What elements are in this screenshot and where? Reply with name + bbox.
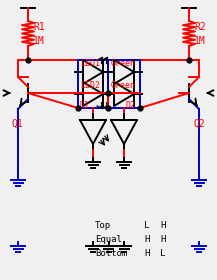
Text: Green: Green: [111, 81, 136, 90]
Text: Bottom: Bottom: [95, 249, 127, 258]
Text: H: H: [144, 235, 150, 244]
Text: H: H: [160, 221, 166, 230]
Text: R1: R1: [33, 22, 45, 32]
Text: Top: Top: [95, 221, 111, 230]
Text: R2: R2: [194, 22, 206, 32]
Text: LED2: LED2: [80, 81, 100, 90]
Text: Q2: Q2: [194, 119, 206, 129]
Text: LED1: LED1: [80, 59, 100, 68]
Text: L: L: [160, 249, 166, 258]
Text: Q1: Q1: [11, 119, 23, 129]
Text: 1M: 1M: [33, 36, 45, 46]
Text: L: L: [144, 221, 150, 230]
Text: H: H: [160, 235, 166, 244]
Text: Green: Green: [111, 59, 136, 68]
Text: H: H: [144, 249, 150, 258]
Text: Equal: Equal: [95, 235, 122, 244]
Text: D1: D1: [80, 101, 90, 110]
Text: D2: D2: [126, 101, 136, 110]
Text: 1M: 1M: [194, 36, 206, 46]
